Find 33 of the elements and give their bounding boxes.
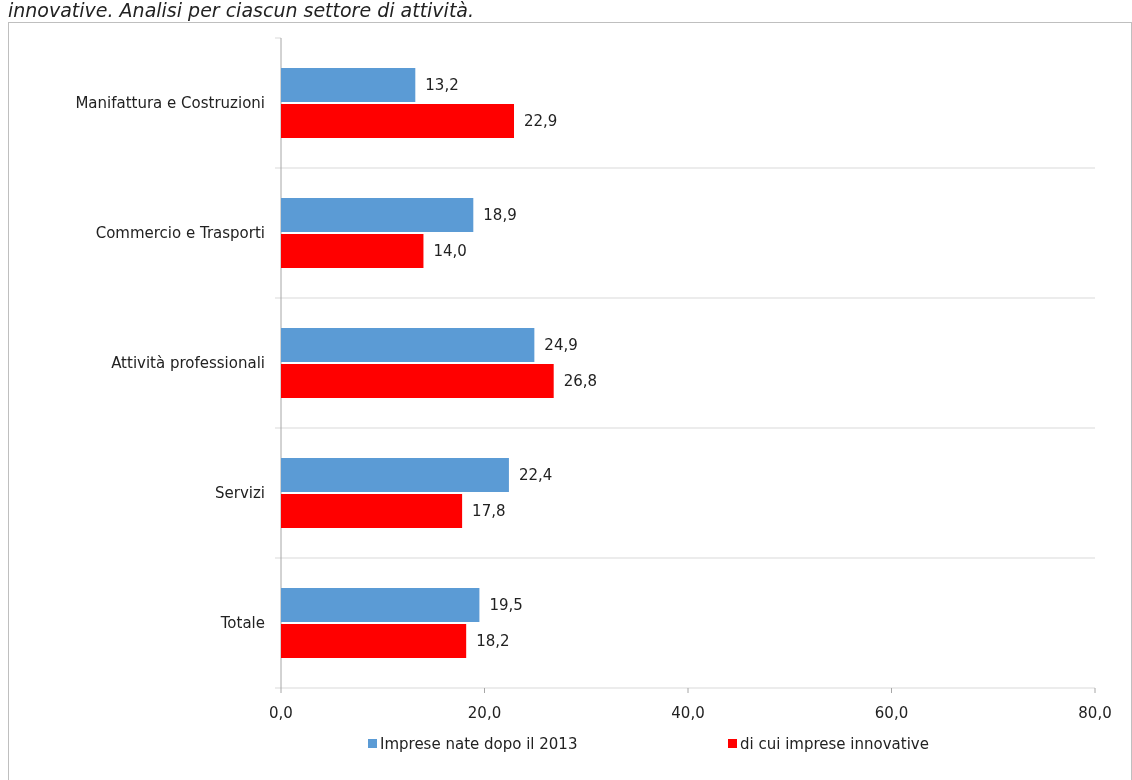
bar <box>281 494 463 528</box>
legend-label: Imprese nate dopo il 2013 <box>380 735 578 753</box>
bar <box>281 588 480 622</box>
y-tick-label: Manifattura e Costruzioni <box>75 94 265 112</box>
data-label: 17,8 <box>472 502 506 520</box>
x-tick-label: 40,0 <box>671 704 705 722</box>
bar <box>281 458 509 492</box>
y-tick-label: Totale <box>219 614 265 632</box>
bar <box>281 624 467 658</box>
data-label: 26,8 <box>563 372 598 390</box>
data-label: 14,0 <box>433 242 467 260</box>
legend-label: di cui imprese innovative <box>740 735 929 753</box>
x-tick-label: 60,0 <box>874 704 909 722</box>
bar <box>281 234 424 268</box>
data-label: 24,9 <box>544 336 578 354</box>
data-label: 22,4 <box>518 466 553 484</box>
data-label: 18,2 <box>476 632 510 650</box>
x-tick-label: 80,0 <box>1078 704 1112 722</box>
y-tick-label: Attività professionali <box>111 354 265 372</box>
x-tick-label: 0,0 <box>269 704 293 722</box>
data-label: 22,9 <box>524 112 558 130</box>
chart-title: innovative. Analisi per ciascun settore di attività. <box>8 0 475 21</box>
bar <box>281 198 474 232</box>
bar <box>281 68 416 102</box>
data-label: 18,9 <box>483 206 517 224</box>
bar <box>281 364 554 398</box>
x-tick-label: 20,0 <box>467 704 502 722</box>
bar <box>281 104 515 138</box>
data-label: 13,2 <box>425 76 459 94</box>
bar <box>281 328 535 362</box>
data-label: 19,5 <box>489 596 523 614</box>
y-tick-label: Servizi <box>214 484 265 502</box>
y-tick-label: Commercio e Trasporti <box>95 224 265 242</box>
